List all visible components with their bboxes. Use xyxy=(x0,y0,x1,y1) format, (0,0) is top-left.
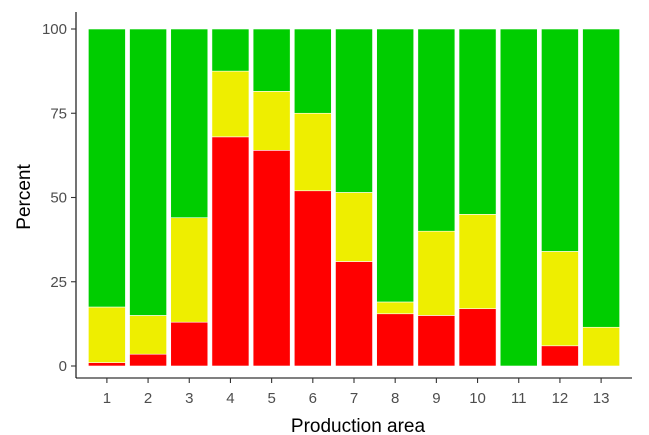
y-tick-label: 100 xyxy=(42,21,67,38)
bar-segment-5-3 xyxy=(252,28,291,92)
x-tick-label: 7 xyxy=(350,390,358,407)
bar-segment-7-1 xyxy=(335,261,373,367)
bar-segment-9-1 xyxy=(417,315,456,367)
bar-segment-1-2 xyxy=(88,306,126,363)
bar-segment-9-3 xyxy=(417,28,456,232)
bars-layer xyxy=(88,28,620,367)
y-axis: 0 25 50 75 100 xyxy=(42,21,76,375)
bar-segment-10-3 xyxy=(458,28,497,215)
bar-segment-9-2 xyxy=(417,230,456,316)
bar-segment-3-3 xyxy=(170,28,209,219)
bar-segment-12-1 xyxy=(541,345,579,367)
bar-segment-4-3 xyxy=(211,28,250,72)
bar-segment-13-2 xyxy=(582,326,620,367)
bar-segment-12-3 xyxy=(541,28,579,252)
bar-segment-4-2 xyxy=(211,70,250,138)
bar-segment-12-2 xyxy=(541,251,579,347)
x-tick-label: 9 xyxy=(432,390,440,407)
x-tick-label: 5 xyxy=(267,390,275,407)
bar-segment-1-1 xyxy=(88,362,126,367)
x-tick-label: 11 xyxy=(511,390,527,407)
bar-segment-10-1 xyxy=(458,308,497,367)
bar-segment-10-2 xyxy=(458,214,497,310)
bar-segment-5-1 xyxy=(252,150,291,367)
bar-segment-13-3 xyxy=(582,28,620,328)
bar-segment-8-1 xyxy=(376,313,415,367)
y-tick-label: 0 xyxy=(59,358,67,375)
x-tick-label: 4 xyxy=(226,390,234,407)
x-tick-label: 10 xyxy=(469,390,486,407)
x-tick-label: 12 xyxy=(552,390,569,407)
bar-segment-1-3 xyxy=(88,28,126,308)
y-tick-label: 75 xyxy=(50,105,67,122)
x-axis: 1 2 3 4 5 6 7 8 9 10 11 12 13 xyxy=(103,378,610,407)
bar-segment-2-3 xyxy=(129,28,167,316)
bar-segment-4-1 xyxy=(211,136,250,367)
bar-segment-6-1 xyxy=(293,190,332,367)
bar-segment-2-2 xyxy=(129,315,167,355)
bar-segment-7-3 xyxy=(335,28,373,193)
y-tick-label: 50 xyxy=(50,190,67,207)
bar-segment-8-2 xyxy=(376,301,415,315)
x-tick-label: 6 xyxy=(309,390,317,407)
y-axis-title: Percent xyxy=(14,164,35,230)
x-tick-label: 3 xyxy=(185,390,193,407)
bar-segment-6-3 xyxy=(293,28,332,114)
x-tick-label: 1 xyxy=(103,390,111,407)
x-tick-label: 8 xyxy=(391,390,399,407)
bar-segment-8-3 xyxy=(376,28,415,303)
x-tick-label: 2 xyxy=(144,390,152,407)
bar-segment-2-1 xyxy=(129,353,167,367)
bar-segment-11-3 xyxy=(499,28,538,367)
bar-segment-7-2 xyxy=(335,192,373,262)
bar-segment-3-1 xyxy=(170,321,209,367)
x-tick-label: 13 xyxy=(593,390,610,407)
bar-segment-6-2 xyxy=(293,112,332,192)
x-axis-title: Production area xyxy=(291,416,426,435)
y-tick-label: 25 xyxy=(50,274,67,291)
bar-segment-3-2 xyxy=(170,217,209,323)
bar-segment-5-2 xyxy=(252,91,291,151)
